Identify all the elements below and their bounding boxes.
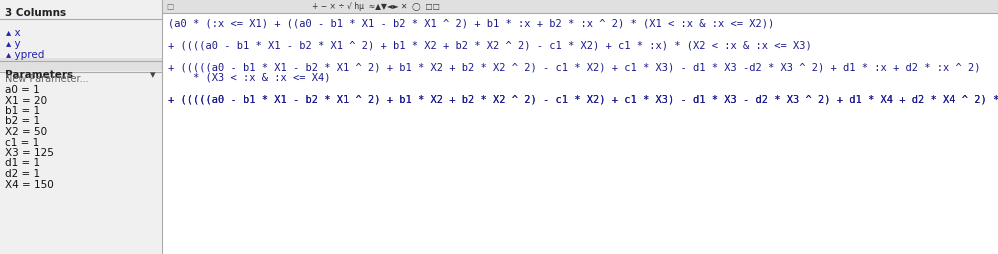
Text: X1 = 20: X1 = 20: [5, 95, 47, 105]
FancyBboxPatch shape: [0, 0, 162, 254]
Text: b1 = 1: b1 = 1: [5, 106, 40, 116]
Text: c1 = 1: c1 = 1: [5, 137, 39, 147]
Text: New Parameter...: New Parameter...: [5, 74, 89, 84]
Text: d2 = 1: d2 = 1: [5, 168, 40, 178]
Text: + (((((a0 - b1 * X1 - b2 * X1 ^ 2) + b1 * X2 + b2 * X2 ^ 2) - c1 * X2) + c1 * X3: + (((((a0 - b1 * X1 - b2 * X1 ^ 2) + b1 …: [168, 95, 998, 105]
FancyBboxPatch shape: [0, 59, 162, 72]
Text: X3 = 125: X3 = 125: [5, 147, 54, 157]
Text: □: □: [166, 2, 174, 11]
FancyBboxPatch shape: [162, 0, 998, 14]
Text: + (((((a0 - b1 * X1 - b2 * X1 ^ 2) + b1 * X2 + b2 * X2 ^ 2) - c1 * X2) + c1 * X3: + (((((a0 - b1 * X1 - b2 * X1 ^ 2) + b1 …: [168, 95, 998, 105]
Text: * (X3 < :x & :x <= X4): * (X3 < :x & :x <= X4): [168, 73, 330, 83]
Text: (a0 * (:x <= X1) + ((a0 - b1 * X1 - b2 * X1 ^ 2) + b1 * :x + b2 * :x ^ 2) * (X1 : (a0 * (:x <= X1) + ((a0 - b1 * X1 - b2 *…: [168, 18, 774, 28]
Text: + (((((a0 - b1 * X1 - b2 * X1 ^ 2) + b1 * X2 + b2 * X2 ^ 2) - c1 * X2) + c1 * X3: + (((((a0 - b1 * X1 - b2 * X1 ^ 2) + b1 …: [168, 62, 980, 72]
FancyBboxPatch shape: [162, 0, 998, 254]
Text: X4 = 150: X4 = 150: [5, 179, 54, 189]
Text: ▴ y: ▴ y: [6, 39, 21, 49]
Text: d1 = 1: d1 = 1: [5, 158, 40, 168]
Text: Parameters: Parameters: [5, 70, 73, 80]
Text: X2 = 50: X2 = 50: [5, 126, 47, 136]
Text: a0 = 1: a0 = 1: [5, 85, 40, 95]
Text: + − × ÷ √ hμ  ≈▲▼◄► ✕  ◯  □□: + − × ÷ √ hμ ≈▲▼◄► ✕ ◯ □□: [312, 2, 440, 11]
Text: 3 Columns: 3 Columns: [5, 8, 66, 18]
Text: b2 = 1: b2 = 1: [5, 116, 40, 126]
Text: ▴ x: ▴ x: [6, 28, 21, 38]
Text: + ((((a0 - b1 * X1 - b2 * X1 ^ 2) + b1 * X2 + b2 * X2 ^ 2) - c1 * X2) + c1 * :x): + ((((a0 - b1 * X1 - b2 * X1 ^ 2) + b1 *…: [168, 40, 811, 50]
Text: ▴ ypred: ▴ ypred: [6, 50, 44, 60]
Text: ▾: ▾: [150, 70, 156, 80]
